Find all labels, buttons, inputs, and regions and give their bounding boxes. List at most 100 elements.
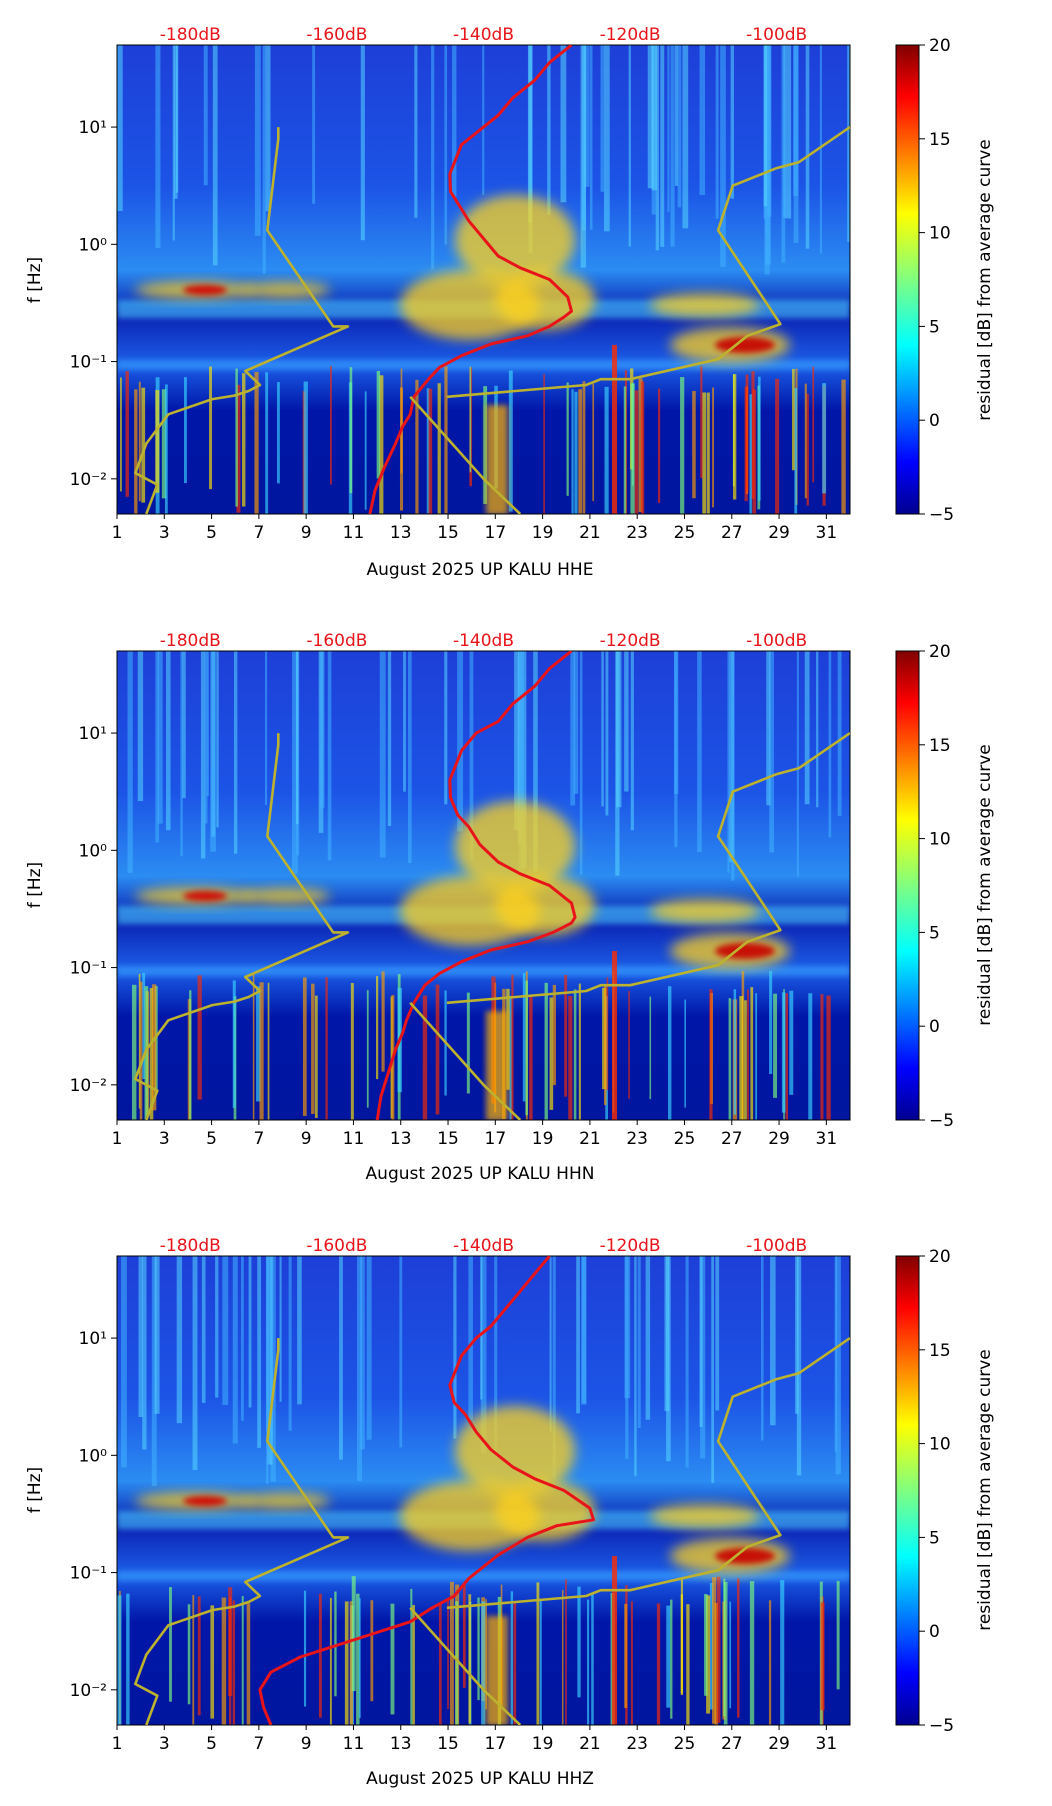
texture-spike	[623, 386, 627, 514]
texture-spike	[733, 989, 737, 1115]
texture-streak	[180, 651, 183, 857]
texture-hotspot	[495, 876, 595, 936]
colorbar-label-hhe: residual [dB] from average curve	[975, 139, 995, 420]
texture-spike	[510, 1591, 514, 1725]
texture-streak	[127, 651, 133, 874]
texture-streak	[624, 651, 629, 792]
texture-spike	[785, 993, 789, 1120]
colorbar-tick-label: 10	[929, 224, 951, 244]
x-tick-label: 17	[485, 1734, 507, 1754]
texture-streak	[630, 651, 634, 831]
texture-streak	[192, 1256, 198, 1470]
x-tick-label: 11	[343, 1734, 365, 1754]
texture-streak	[312, 45, 316, 204]
texture-spike	[564, 974, 568, 1097]
colorbar-tick-label: 10	[929, 830, 951, 850]
texture-spike	[330, 366, 332, 485]
texture-streak	[549, 1256, 552, 1432]
spectrogram-texture	[117, 651, 850, 1120]
texture-streak	[269, 1256, 274, 1460]
texture-spike	[228, 1597, 232, 1725]
texture-spike	[164, 384, 168, 514]
texture-spike	[686, 1604, 690, 1725]
x-tick-label: 29	[768, 1129, 790, 1149]
texture-spike	[169, 1587, 172, 1702]
texture-spike	[209, 366, 213, 490]
texture-spike	[566, 382, 569, 496]
x-tick-label: 25	[674, 523, 696, 543]
x-tick-label: 29	[768, 1734, 790, 1754]
texture-spike	[187, 1604, 191, 1705]
texture-streak	[265, 45, 271, 212]
texture-hotspot	[240, 888, 330, 904]
texture-streak	[804, 651, 810, 805]
texture-streak	[560, 45, 567, 203]
texture-streak	[682, 45, 689, 229]
x-tick-label: 13	[390, 523, 412, 543]
texture-streak	[482, 45, 485, 195]
texture-spike	[723, 1581, 728, 1725]
texture-spike	[769, 971, 773, 1074]
texture-spike	[329, 1597, 332, 1725]
texture-streak	[660, 45, 665, 247]
texture-hotspot	[183, 891, 227, 901]
x-tick-label: 13	[390, 1734, 412, 1754]
texture-streak	[767, 45, 772, 217]
texture-streak	[292, 651, 298, 875]
texture-streak	[494, 1256, 498, 1455]
x-tick-label: 27	[721, 1129, 743, 1149]
texture-spike	[630, 383, 635, 514]
texture-spike	[592, 383, 595, 502]
texture-spike	[302, 977, 307, 1116]
texture-spike	[139, 981, 143, 1120]
texture-spike	[232, 1600, 236, 1725]
texture-spike	[711, 1577, 717, 1724]
texture-hotspot	[455, 1406, 575, 1496]
texture-spike	[259, 982, 264, 1120]
texture-spike	[390, 1603, 395, 1715]
texture-streak	[731, 651, 735, 881]
texture-spike	[628, 991, 630, 1099]
texture-spike	[577, 1586, 581, 1698]
x-tick-label: 1	[112, 1129, 123, 1149]
texture-spike	[149, 987, 154, 1120]
texture-spike	[138, 973, 141, 1109]
series-line-3	[446, 1337, 850, 1610]
y-tick-label: 10⁰	[79, 235, 108, 255]
texture-spike	[543, 374, 545, 514]
texture-column	[612, 1556, 617, 1725]
texture-streak	[151, 1256, 157, 1486]
texture-spike	[649, 996, 652, 1100]
texture-spike	[511, 974, 514, 1120]
texture-spike	[477, 1597, 480, 1701]
top-db-label: -120dB	[600, 1236, 661, 1256]
x-tick-label: 27	[721, 1734, 743, 1754]
texture-streak	[216, 651, 219, 828]
texture-hotspot	[650, 899, 760, 923]
texture-spike	[376, 371, 381, 479]
texture-streak	[403, 651, 406, 792]
texture-streak	[173, 45, 178, 199]
texture-spike	[444, 366, 448, 514]
texture-hotspot	[240, 1493, 330, 1509]
x-tick-label: 31	[816, 1129, 838, 1149]
x-tick-label: 15	[437, 1129, 459, 1149]
y-tick-label: 10⁻²	[70, 470, 107, 490]
texture-streak	[155, 651, 160, 843]
colorbar-tick-label: 15	[929, 736, 951, 756]
texture-spike	[692, 391, 696, 499]
texture-spike	[366, 990, 369, 1108]
texture-streak	[360, 1256, 365, 1450]
texture-streak	[828, 651, 832, 838]
texture-spike	[161, 389, 167, 499]
texture-spike	[241, 1596, 244, 1725]
texture-spike	[435, 984, 440, 1115]
texture-spike	[134, 389, 138, 514]
texture-spike	[709, 1582, 714, 1710]
texture-spike	[804, 383, 807, 499]
texture-hotspot	[183, 1496, 227, 1506]
texture-spike	[376, 976, 379, 1080]
colorbar-tick-label: −5	[929, 505, 954, 525]
top-db-label: -100dB	[746, 1236, 807, 1256]
colorbar-tick-label: −5	[929, 1111, 954, 1131]
